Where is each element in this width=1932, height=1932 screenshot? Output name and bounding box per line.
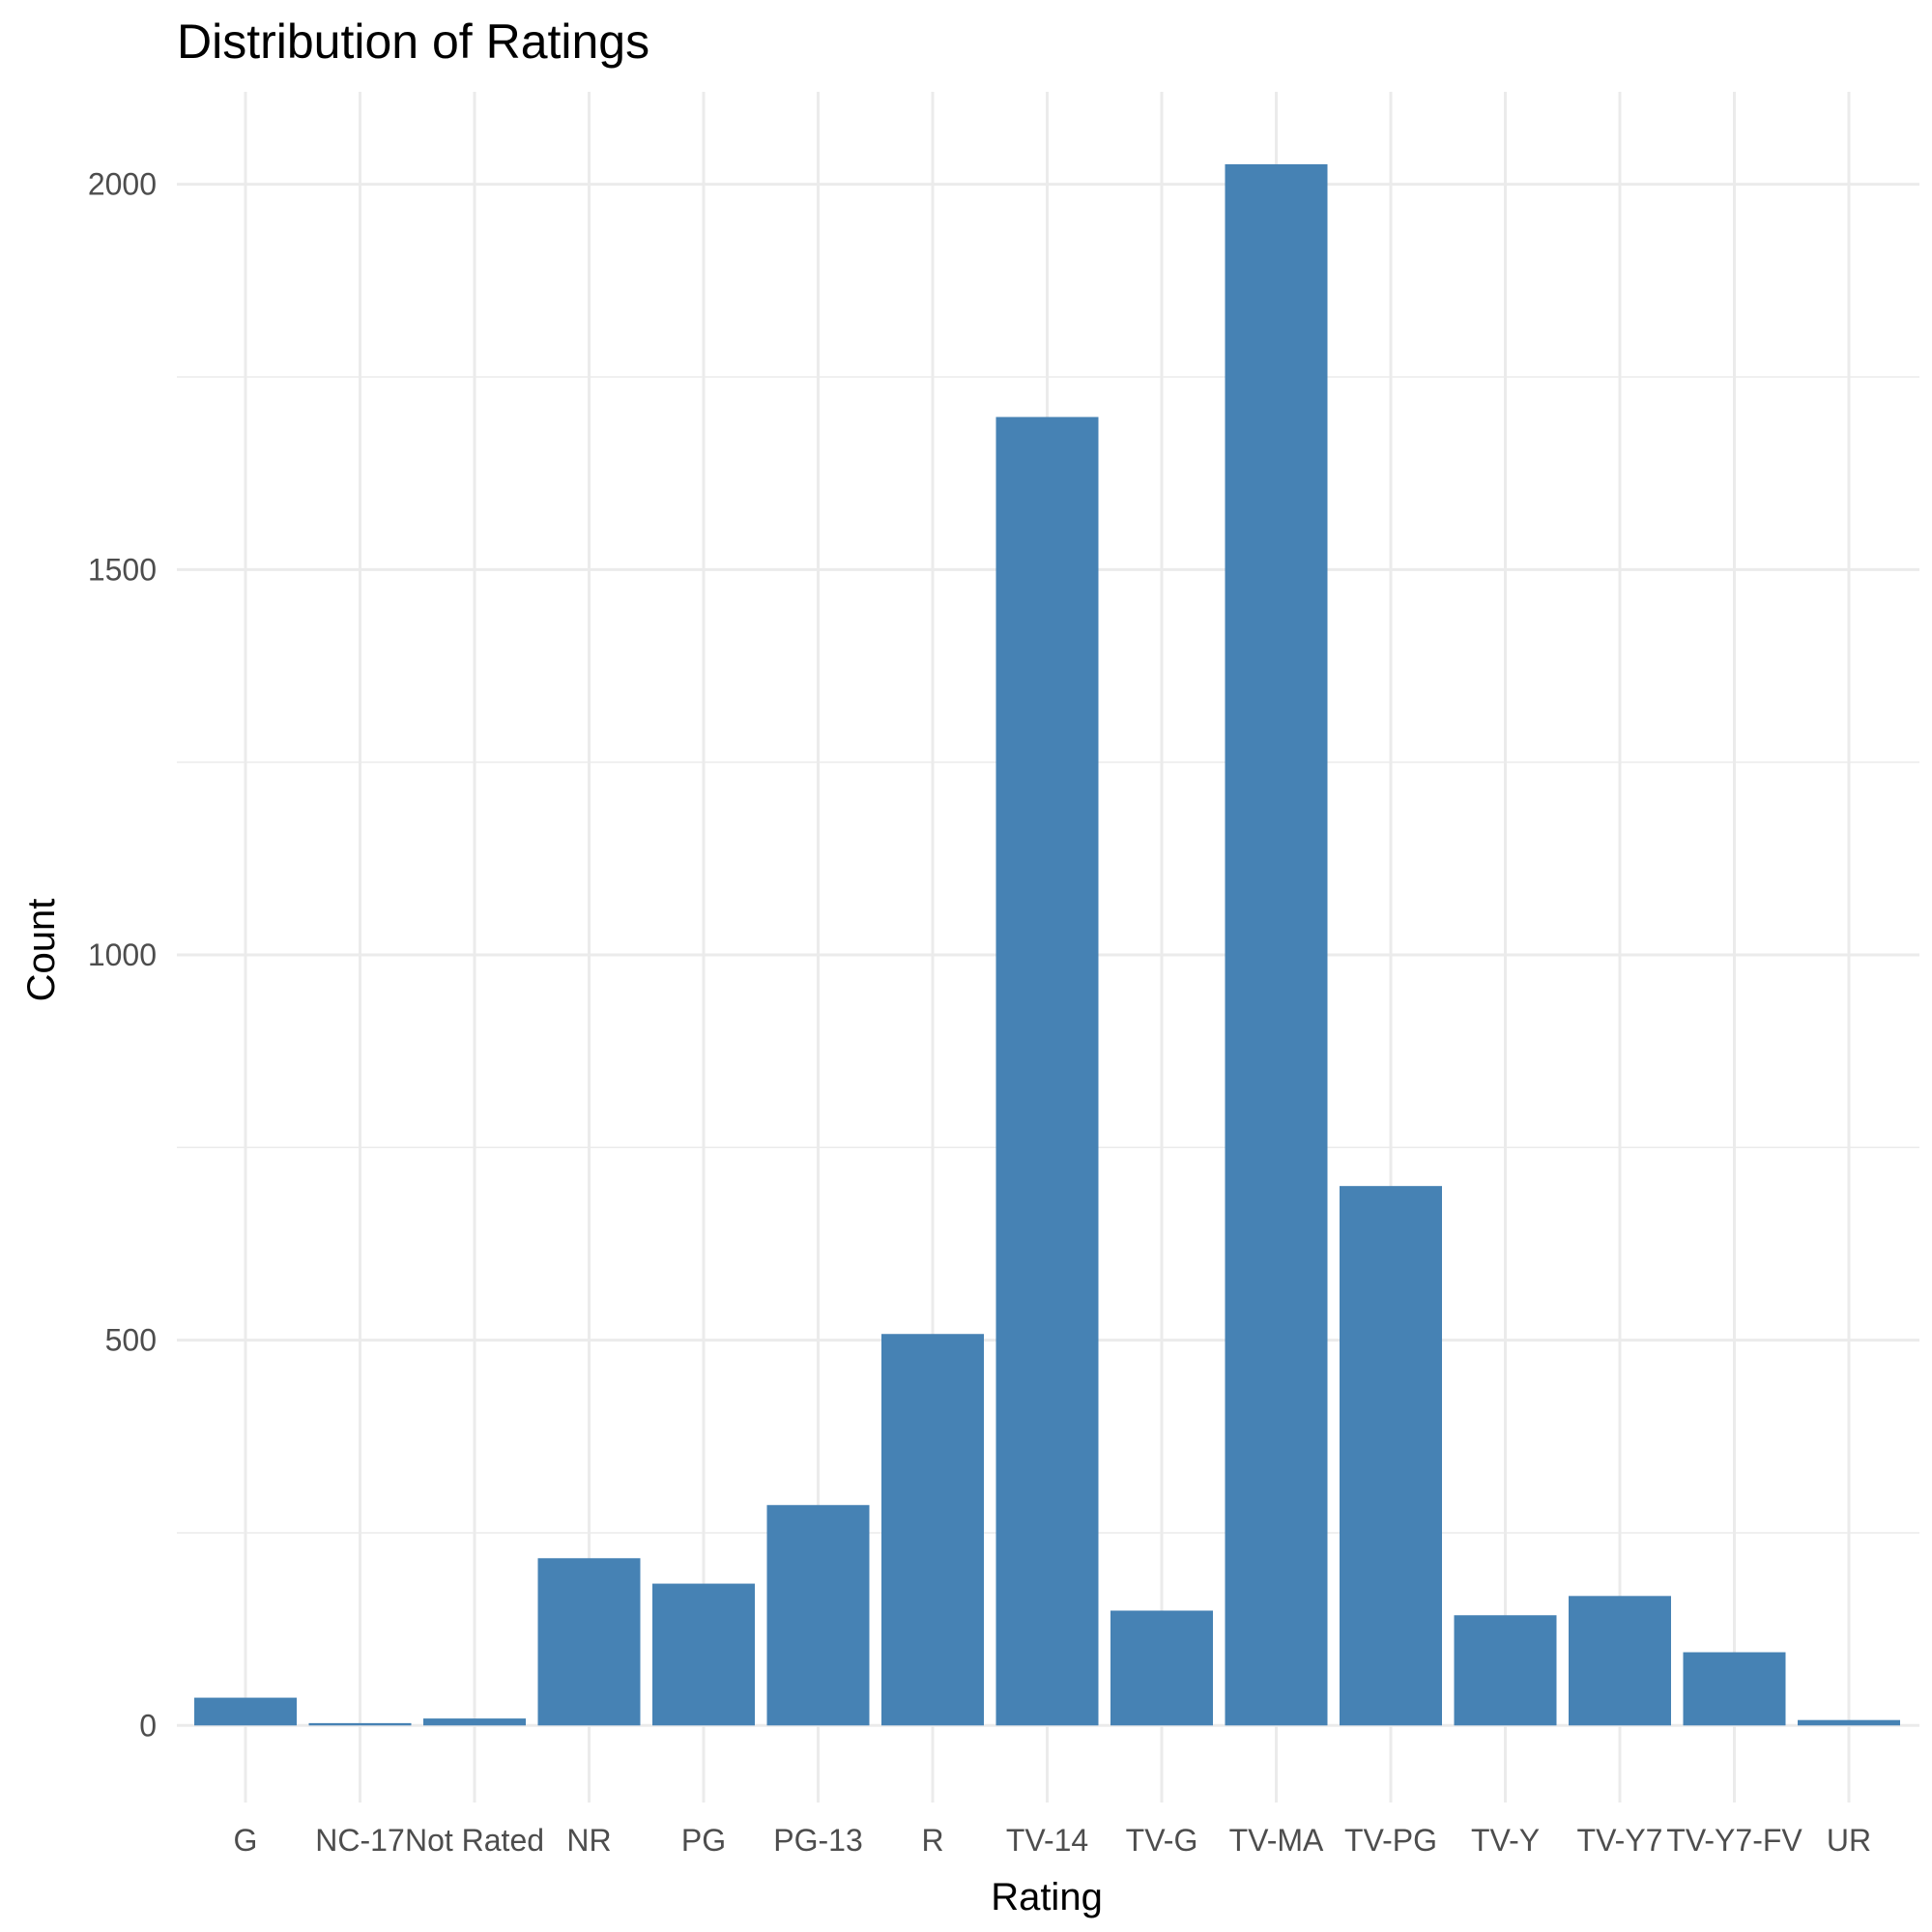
bar-ur [1798,1719,1900,1726]
bar-nr [537,1558,641,1726]
x-tick-label: NR [566,1823,611,1858]
bar-pg-13 [766,1505,870,1726]
x-tick-labels: G NC-17 Not Rated NR PG PG-13 R TV-14 TV-G TV-MA T… [234,1823,1872,1858]
bar-tv-y [1454,1615,1557,1726]
x-tick-label: PG-13 [773,1823,862,1858]
bar-tv-pg [1340,1186,1442,1726]
x-tick-label: NC-17 [315,1823,404,1858]
y-tick-label: 2000 [88,167,157,202]
bar-not-rated [423,1718,526,1726]
x-tick-label: G [234,1823,258,1858]
x-tick-label: PG [681,1823,726,1858]
x-tick-label: TV-Y7 [1577,1823,1663,1858]
bar-nc-17 [308,1722,412,1726]
x-tick-label: TV-PG [1344,1823,1437,1858]
bar-r [881,1334,984,1726]
x-tick-label: TV-G [1126,1823,1198,1858]
y-axis-title: Count [20,899,63,1002]
x-tick-label: TV-14 [1006,1823,1088,1858]
x-tick-label: TV-Y [1471,1823,1540,1858]
y-tick-label: 1000 [88,937,157,972]
y-tick-label: 500 [105,1323,157,1358]
bar-pg [652,1583,755,1726]
bar-tv-14 [995,417,1099,1726]
bars-group [194,163,1900,1726]
x-tick-label: R [921,1823,943,1858]
chart-title: Distribution of Ratings [177,14,649,69]
bar-tv-ma [1225,163,1328,1726]
bar-g [194,1697,297,1726]
x-tick-label: UR [1827,1823,1871,1858]
x-tick-label: TV-Y7-FV [1666,1823,1802,1858]
y-tick-label: 0 [139,1708,157,1743]
x-axis-title: Rating [991,1876,1103,1918]
bar-tv-y7-fv [1683,1652,1786,1726]
bar-tv-g [1110,1610,1213,1726]
x-tick-label: Not Rated [405,1823,544,1858]
bar-tv-y7 [1569,1596,1671,1726]
y-tick-label: 1500 [88,552,157,587]
y-tick-labels: 0 500 1000 1500 2000 [88,167,157,1744]
x-tick-label: TV-MA [1229,1823,1324,1858]
